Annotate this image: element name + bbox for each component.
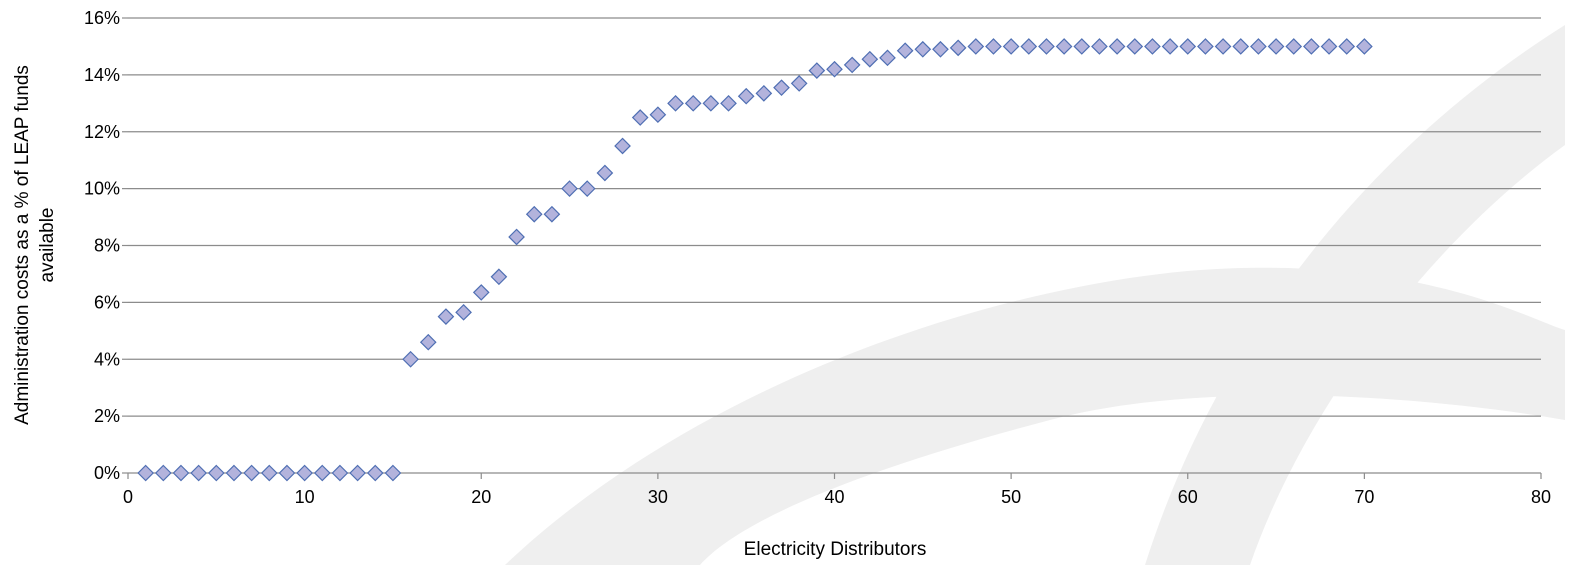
data-point [1303, 38, 1320, 55]
data-point [419, 333, 437, 351]
data-point [278, 464, 296, 482]
x-tick-label: 0 [123, 487, 133, 507]
x-tick-label: 20 [471, 487, 491, 507]
y-tick-label: 10% [84, 179, 120, 199]
data-point [755, 85, 773, 102]
x-tick-labels: 0 10 20 30 40 50 60 70 80 [123, 487, 1551, 507]
data-point [843, 56, 861, 74]
data-point [1002, 38, 1020, 55]
data-point [1091, 38, 1108, 55]
data-point [366, 464, 384, 482]
data-point [349, 464, 366, 482]
data-point [861, 50, 879, 68]
data-point [1055, 38, 1073, 55]
y-tick-label: 4% [94, 349, 120, 369]
y-tick-label: 2% [94, 406, 120, 426]
data-point [313, 464, 331, 482]
data-point [243, 464, 260, 482]
data-point [879, 49, 896, 67]
data-point [1144, 38, 1161, 55]
data-point [720, 94, 737, 112]
data-point [649, 106, 667, 124]
data-point [914, 40, 932, 58]
x-tick-label: 30 [648, 487, 668, 507]
data-point [455, 303, 472, 321]
data-point [207, 464, 225, 482]
data-point [949, 39, 967, 57]
watermark-graphic [505, 25, 1565, 565]
data-point [596, 164, 614, 182]
y-axis-title: Administration costs as a % of LEAP fund… [12, 65, 58, 425]
data-point [260, 464, 278, 482]
data-point [543, 205, 561, 223]
data-point [1126, 38, 1144, 55]
data-point [525, 205, 543, 223]
data-point [1285, 38, 1303, 55]
data-point [826, 60, 843, 78]
data-point [1108, 38, 1126, 55]
data-point [154, 464, 172, 482]
x-tick-label: 70 [1354, 487, 1374, 507]
data-point [1356, 38, 1373, 55]
data-point [402, 350, 419, 368]
x-tick-label: 80 [1531, 487, 1551, 507]
y-tick-label: 6% [94, 292, 120, 312]
data-point [384, 464, 402, 482]
data-point [1161, 38, 1179, 55]
x-tick-label: 60 [1178, 487, 1198, 507]
data-point [225, 464, 243, 482]
gridlines [128, 17, 1541, 417]
data-point [967, 38, 985, 55]
data-point [137, 464, 155, 482]
data-point [1232, 38, 1250, 55]
data-point [172, 464, 190, 482]
data-point [1020, 38, 1038, 55]
data-point [1338, 38, 1356, 55]
data-point [508, 228, 525, 246]
data-point [631, 109, 649, 126]
data-point [490, 268, 508, 286]
data-point [773, 79, 790, 97]
data-point [1197, 38, 1214, 55]
data-point [1267, 38, 1285, 55]
data-point [667, 94, 684, 112]
data-point [932, 40, 949, 58]
data-point [684, 94, 702, 112]
y-tick-label: 16% [84, 8, 120, 28]
data-point [296, 464, 313, 482]
y-axis-title-line2: available [37, 208, 58, 283]
data-point [1073, 38, 1091, 55]
data-points [137, 38, 1373, 482]
x-axis-title: Electricity Distributors [744, 539, 927, 560]
y-tick-label: 8% [94, 236, 120, 256]
data-point [1250, 38, 1267, 55]
x-tick-label: 50 [1001, 487, 1021, 507]
data-point [331, 464, 349, 482]
data-point [808, 62, 826, 79]
data-point [614, 137, 631, 155]
x-tick-label: 40 [824, 487, 844, 507]
data-point [702, 94, 720, 112]
data-point [790, 75, 808, 92]
x-tick-label: 10 [295, 487, 315, 507]
data-point [472, 284, 490, 301]
data-point [737, 87, 755, 105]
data-point [985, 38, 1002, 55]
data-point [437, 308, 455, 325]
data-point [896, 42, 914, 60]
data-point [578, 180, 596, 197]
y-tick-label: 12% [84, 122, 120, 142]
y-tick-label: 0% [94, 463, 120, 483]
data-point [561, 180, 578, 197]
data-point [1320, 38, 1338, 55]
y-axis-title-line1: Administration costs as a % of LEAP fund… [12, 65, 33, 425]
data-point [190, 464, 207, 482]
y-tick-label: 14% [84, 65, 120, 85]
y-tick-labels: 0% 2% 4% 6% 8% 10% 12% 14% 16% [84, 8, 120, 483]
data-point [1214, 38, 1232, 55]
data-point [1179, 38, 1197, 55]
data-point [1038, 38, 1055, 55]
